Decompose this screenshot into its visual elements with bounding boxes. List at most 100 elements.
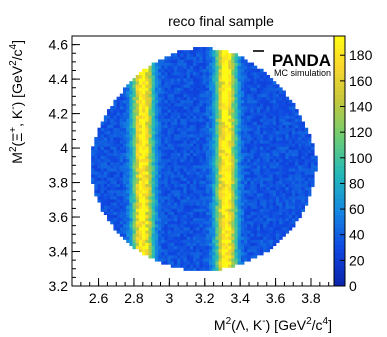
heatmap-cell xyxy=(212,143,216,147)
heatmap-cell xyxy=(282,96,286,101)
heatmap-cell xyxy=(218,189,223,194)
heatmap-cell xyxy=(263,84,267,88)
heatmap-cell xyxy=(183,258,188,262)
heatmap-cell xyxy=(142,248,146,253)
heatmap-cell xyxy=(199,180,204,184)
heatmap-cell xyxy=(113,143,118,147)
heatmap-cell xyxy=(202,217,207,222)
heatmap-cell xyxy=(199,251,204,256)
heatmap-cell xyxy=(138,137,143,141)
heatmap-cell xyxy=(314,155,318,160)
heatmap-cell xyxy=(212,230,216,234)
heatmap-cell xyxy=(247,143,251,147)
heatmap-cell xyxy=(231,124,235,129)
heatmap-cell xyxy=(177,56,181,60)
heatmap-cell xyxy=(180,251,184,256)
heatmap-cell xyxy=(224,168,229,172)
heatmap-cell xyxy=(228,236,232,240)
heatmap-cell xyxy=(260,121,264,126)
heatmap-cell xyxy=(135,214,140,219)
heatmap-cell xyxy=(193,254,197,259)
heatmap-cell xyxy=(180,112,184,116)
heatmap-cell xyxy=(135,230,140,234)
heatmap-cell xyxy=(161,251,165,256)
heatmap-cell xyxy=(186,78,191,82)
heatmap-cell xyxy=(253,65,258,70)
heatmap-cell xyxy=(186,177,191,181)
heatmap-cell xyxy=(145,211,149,216)
heatmap-cell xyxy=(148,106,153,110)
heatmap-cell xyxy=(304,199,309,203)
heatmap-cell xyxy=(183,112,188,116)
heatmap-cell xyxy=(266,152,270,157)
heatmap-cell xyxy=(285,155,290,160)
heatmap-cell xyxy=(202,90,207,94)
heatmap-cell xyxy=(183,248,188,253)
heatmap-cell xyxy=(301,180,306,184)
heatmap-cell xyxy=(212,205,216,209)
heatmap-cell xyxy=(180,205,184,209)
color-scale-segment xyxy=(334,102,345,108)
heatmap-cell xyxy=(224,71,229,76)
heatmap-cell xyxy=(224,130,229,135)
heatmap-cell xyxy=(148,230,153,234)
heatmap-cell xyxy=(148,68,153,73)
heatmap-cell xyxy=(244,251,248,256)
color-scale-segment xyxy=(334,211,345,216)
heatmap-cell xyxy=(228,84,232,88)
heatmap-cell xyxy=(218,177,223,181)
heatmap-cell xyxy=(269,84,274,88)
heatmap-cell xyxy=(189,236,194,240)
heatmap-cell xyxy=(202,65,207,70)
heatmap-cell xyxy=(138,211,143,216)
heatmap-cell xyxy=(218,158,223,163)
heatmap-cell xyxy=(161,140,165,144)
heatmap-cell xyxy=(148,118,153,122)
heatmap-cell xyxy=(228,264,232,268)
heatmap-cell xyxy=(180,258,184,262)
heatmap-cell xyxy=(266,155,270,160)
heatmap-cell xyxy=(205,220,210,225)
heatmap-cell xyxy=(231,109,235,113)
heatmap-cell xyxy=(126,112,130,116)
heatmap-cell xyxy=(221,168,226,172)
heatmap-cell xyxy=(170,102,175,107)
logo-sub: MC simulation xyxy=(274,68,331,78)
heatmap-cell xyxy=(161,223,165,228)
heatmap-cell xyxy=(240,155,245,160)
heatmap-cell xyxy=(285,199,290,203)
heatmap-cell xyxy=(247,230,251,234)
heatmap-cell xyxy=(180,171,184,175)
heatmap-cell xyxy=(266,248,270,253)
heatmap-cell xyxy=(250,65,255,70)
heatmap-cell xyxy=(180,177,184,181)
heatmap-cell xyxy=(231,84,235,88)
heatmap-cell xyxy=(260,223,264,228)
heatmap-cell xyxy=(196,251,200,256)
heatmap-cell xyxy=(218,174,223,178)
heatmap-cell xyxy=(269,214,274,219)
heatmap-cell xyxy=(212,211,216,216)
heatmap-cell xyxy=(116,168,121,172)
heatmap-cell xyxy=(291,109,296,113)
heatmap-cell xyxy=(250,189,255,194)
heatmap-cell xyxy=(180,106,184,110)
heatmap-cell xyxy=(240,233,245,237)
heatmap-cell xyxy=(253,205,258,209)
heatmap-cell xyxy=(161,118,165,122)
heatmap-cell xyxy=(167,78,172,82)
heatmap-cell xyxy=(148,245,153,250)
heatmap-cell xyxy=(256,93,261,98)
heatmap-cell xyxy=(253,199,258,203)
heatmap-cell xyxy=(266,161,270,166)
heatmap-cell xyxy=(237,168,242,172)
heatmap-cell xyxy=(275,106,280,110)
heatmap-cell xyxy=(110,174,114,178)
heatmap-cell xyxy=(119,155,124,160)
heatmap-cell xyxy=(183,74,188,79)
heatmap-cell xyxy=(122,202,127,206)
heatmap-cell xyxy=(180,50,184,54)
color-scale-tick-label: 180 xyxy=(349,47,373,63)
heatmap-cell xyxy=(256,155,261,160)
heatmap-cell xyxy=(154,233,159,237)
